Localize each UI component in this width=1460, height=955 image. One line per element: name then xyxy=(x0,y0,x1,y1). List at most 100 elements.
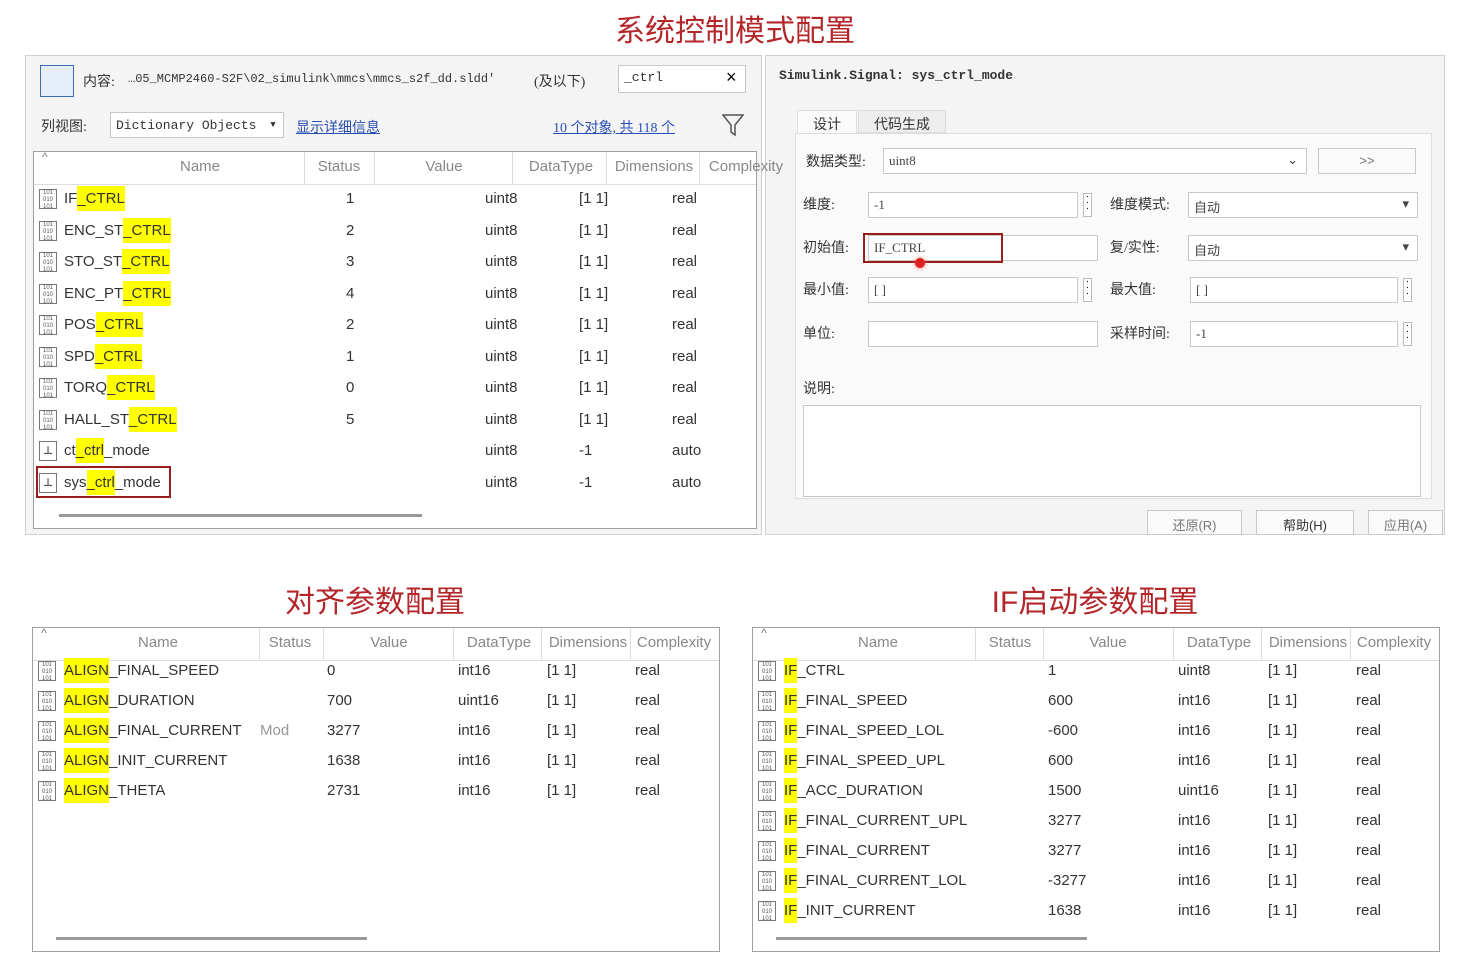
max-input[interactable]: [ ] xyxy=(1190,277,1398,303)
column-header[interactable]: DataType xyxy=(528,158,594,175)
row-name[interactable]: IF_FINAL_SPEED_LOL xyxy=(784,718,944,743)
scrollbar[interactable] xyxy=(59,514,422,517)
column-header[interactable]: Name xyxy=(179,158,221,175)
row-name[interactable]: IF_CTRL xyxy=(64,186,125,211)
row-icon: 101 010 101 xyxy=(758,841,776,862)
column-header[interactable]: Value xyxy=(370,634,408,651)
dots-button[interactable]: · · · xyxy=(1403,277,1412,302)
row-name[interactable]: IF_FINAL_SPEED xyxy=(784,688,907,713)
row-name[interactable]: TORQ_CTRL xyxy=(64,375,155,400)
column-header[interactable]: Status xyxy=(317,158,361,175)
column-header[interactable]: Dimensions xyxy=(1268,634,1348,651)
row-name[interactable]: IF_ACC_DURATION xyxy=(784,778,923,803)
complexity-dropdown[interactable]: 自动 ▾ xyxy=(1188,235,1418,261)
field-label: 说明: xyxy=(803,382,835,397)
row-name[interactable]: STO_ST_CTRL xyxy=(64,249,170,274)
name-segment: ENC_PT xyxy=(64,284,124,302)
field-label: 维度模式: xyxy=(1110,198,1170,213)
cell-datatype: int16 xyxy=(1178,842,1211,859)
view-dropdown[interactable]: Dictionary Objects ▾ xyxy=(110,112,284,138)
column-separator xyxy=(699,152,700,184)
column-header[interactable]: DataType xyxy=(1186,634,1252,651)
dots-button[interactable]: · · · xyxy=(1403,321,1412,346)
details-link[interactable]: 显示详细信息 xyxy=(296,121,380,136)
name-segment: _INIT_CURRENT xyxy=(797,902,916,919)
column-header[interactable]: Complexity xyxy=(708,158,784,175)
column-separator xyxy=(1173,628,1174,660)
name-segment: _THETA xyxy=(109,782,166,799)
dots-button[interactable]: · · · xyxy=(1083,192,1092,217)
cell-value: 4 xyxy=(346,284,355,302)
min-input[interactable]: [ ] xyxy=(868,277,1078,303)
row-name[interactable]: IF_FINAL_CURRENT xyxy=(784,838,930,863)
column-header[interactable]: Status xyxy=(268,634,312,651)
column-separator xyxy=(975,628,976,660)
dots-button[interactable]: · · · xyxy=(1083,277,1092,302)
row-name[interactable]: ALIGN_FINAL_CURRENT xyxy=(64,718,242,743)
search-box[interactable]: _ctrl xyxy=(618,65,746,93)
column-header[interactable]: Dimensions xyxy=(614,158,694,175)
description-input[interactable] xyxy=(803,405,1421,497)
revert-button[interactable]: 还原(R) xyxy=(1147,510,1242,535)
row-name[interactable]: HALL_ST_CTRL xyxy=(64,406,177,432)
dictionary-icon[interactable] xyxy=(40,65,74,97)
row-name[interactable]: ALIGN_THETA xyxy=(64,778,166,803)
field-label: 采样时间: xyxy=(1110,327,1170,342)
dims-mode-dropdown[interactable]: 自动 ▾ xyxy=(1188,192,1418,218)
scrollbar[interactable] xyxy=(56,937,367,940)
cell-complexity: real xyxy=(1356,842,1382,859)
cell-datatype: uint8 xyxy=(485,410,518,428)
column-header[interactable]: Name xyxy=(857,634,899,651)
table: ^ Name Status Value DataType Dimensions Comple… xyxy=(33,150,783,529)
more-button[interactable]: >> xyxy=(1318,148,1416,174)
cell-datatype: int16 xyxy=(1178,872,1211,889)
clear-button[interactable]: × xyxy=(726,67,737,87)
row-name[interactable]: SPD_CTRL xyxy=(64,343,143,369)
row-icon: 101 010 101 xyxy=(38,661,56,682)
apply-button[interactable]: 应用(A) xyxy=(1368,510,1443,535)
row-name[interactable]: IF_FINAL_CURRENT_UPL xyxy=(784,808,967,833)
row-name[interactable]: ALIGN_FINAL_SPEED xyxy=(64,658,219,683)
unit-input[interactable] xyxy=(868,321,1098,347)
row-name[interactable]: ENC_PT_CTRL xyxy=(64,280,171,306)
column-header[interactable]: Dimensions xyxy=(548,634,628,651)
data-type-dropdown[interactable]: uint8 ⌄ xyxy=(883,148,1307,174)
row-name[interactable]: ALIGN_INIT_CURRENT xyxy=(64,748,227,773)
help-button[interactable]: 帮助(H) xyxy=(1256,510,1354,535)
row-name[interactable]: POS_CTRL xyxy=(64,312,144,337)
cell-value: -3277 xyxy=(1048,872,1087,889)
sort-caret: ^ xyxy=(761,626,767,640)
column-header[interactable]: Complexity xyxy=(636,634,712,651)
count-link[interactable]: 10 个对象, 共 118 个 xyxy=(553,121,675,136)
cell-dimensions: [1 1] xyxy=(579,190,609,207)
filter-icon[interactable] xyxy=(722,113,744,137)
sample-input[interactable]: -1 xyxy=(1190,321,1398,347)
row-name[interactable]: IF_CTRL xyxy=(784,658,845,683)
init-input[interactable]: IF_CTRL xyxy=(868,235,1098,261)
tab[interactable]: 设计 xyxy=(797,110,857,133)
scrollbar[interactable] xyxy=(776,937,1087,940)
cell-value: 3277 xyxy=(327,722,361,739)
row-name[interactable]: sys_ctrl_mode xyxy=(64,469,161,495)
column-header[interactable]: DataType xyxy=(466,634,532,651)
tab[interactable]: 代码生成 xyxy=(858,110,946,133)
row-name[interactable]: IF_INIT_CURRENT xyxy=(784,898,916,923)
row-name[interactable]: ct_ctrl_mode xyxy=(64,438,150,463)
row-name[interactable]: IF_FINAL_CURRENT_LOL xyxy=(784,868,967,893)
column-header[interactable]: Status xyxy=(988,634,1032,651)
column-separator xyxy=(606,152,607,184)
row-name[interactable]: ENC_ST_CTRL xyxy=(64,217,171,243)
dims-input[interactable]: -1 xyxy=(868,192,1078,218)
row-name[interactable]: ALIGN_DURATION xyxy=(64,688,195,713)
header-row xyxy=(33,628,719,661)
column-header[interactable]: Complexity xyxy=(1356,634,1432,651)
field-label: 初始值: xyxy=(803,241,849,256)
column-header[interactable]: Value xyxy=(425,158,463,175)
row-icon: 101 010 101 xyxy=(38,751,56,772)
cell-dimensions: [1 1] xyxy=(1268,752,1298,769)
row-name[interactable]: IF_FINAL_SPEED_UPL xyxy=(784,748,945,773)
column-header[interactable]: Value xyxy=(1089,634,1127,651)
cell-value: -600 xyxy=(1048,722,1079,739)
column-header[interactable]: Name xyxy=(137,634,179,651)
cell-complexity: auto xyxy=(672,442,702,459)
